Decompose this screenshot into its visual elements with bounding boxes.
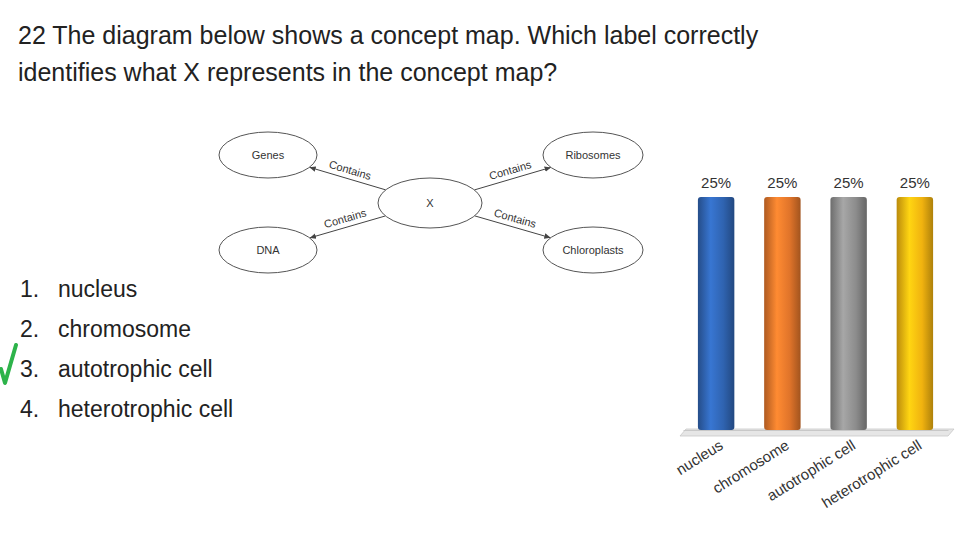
x-tick: heterotrophic cell	[819, 430, 925, 511]
x-tick-label: heterotrophic cell	[819, 436, 925, 511]
node-label: Genes	[252, 149, 285, 161]
chart: 25% 25% 25% 25% nucleuschromosomeautotrophic…	[673, 174, 954, 511]
map-center	[378, 178, 482, 228]
data-label: 25%	[701, 174, 731, 191]
x-axis: nucleuschromosomeautotrophic cellheterot…	[673, 430, 949, 511]
option-text: heterotrophic cell	[58, 396, 233, 422]
concept-map: Contains Contains Contains Contains Genes DNA…	[219, 132, 643, 273]
option-text: nucleus	[58, 276, 137, 302]
x-tick: nucleus	[673, 430, 726, 478]
option-text: chromosome	[58, 316, 191, 342]
option-number: 4.	[20, 396, 39, 422]
data-label: 25%	[834, 174, 864, 191]
node-label: Ribosomes	[565, 149, 621, 161]
map-node	[543, 227, 643, 273]
option-number: 1.	[20, 276, 39, 302]
map-node	[219, 132, 317, 178]
options: 1. nucleus 2. chromosome 3. autotrophic cell 4…	[1, 276, 233, 422]
data-label: 25%	[767, 174, 797, 191]
option-text: autotrophic cell	[58, 356, 213, 382]
center-label: X	[426, 197, 434, 209]
edge-label: Contains	[488, 158, 534, 182]
node-label: Chloroplasts	[562, 244, 624, 256]
x-tick-label: nucleus	[673, 436, 726, 478]
map-node	[543, 132, 643, 178]
edge-label: Contains	[323, 206, 369, 230]
chart-floor	[680, 429, 954, 436]
slide: 22 The diagram below shows a concept map…	[0, 0, 960, 540]
edge-label: Contains	[493, 206, 539, 230]
edge-label: Contains	[328, 158, 374, 182]
option-number: 2.	[20, 316, 39, 342]
correct-check	[1, 345, 16, 383]
bars	[698, 197, 933, 430]
bar	[764, 197, 800, 430]
option-number: 3.	[20, 356, 39, 382]
question-line: 22 The diagram below shows a concept map…	[18, 21, 759, 49]
bar	[830, 197, 866, 430]
bar	[897, 197, 933, 430]
x-axis-line	[684, 430, 949, 431]
question-line: identifies what X represents in the conc…	[18, 58, 557, 86]
bar	[698, 197, 734, 430]
data-label: 25%	[900, 174, 930, 191]
map-node	[219, 227, 317, 273]
node-label: DNA	[256, 244, 280, 256]
